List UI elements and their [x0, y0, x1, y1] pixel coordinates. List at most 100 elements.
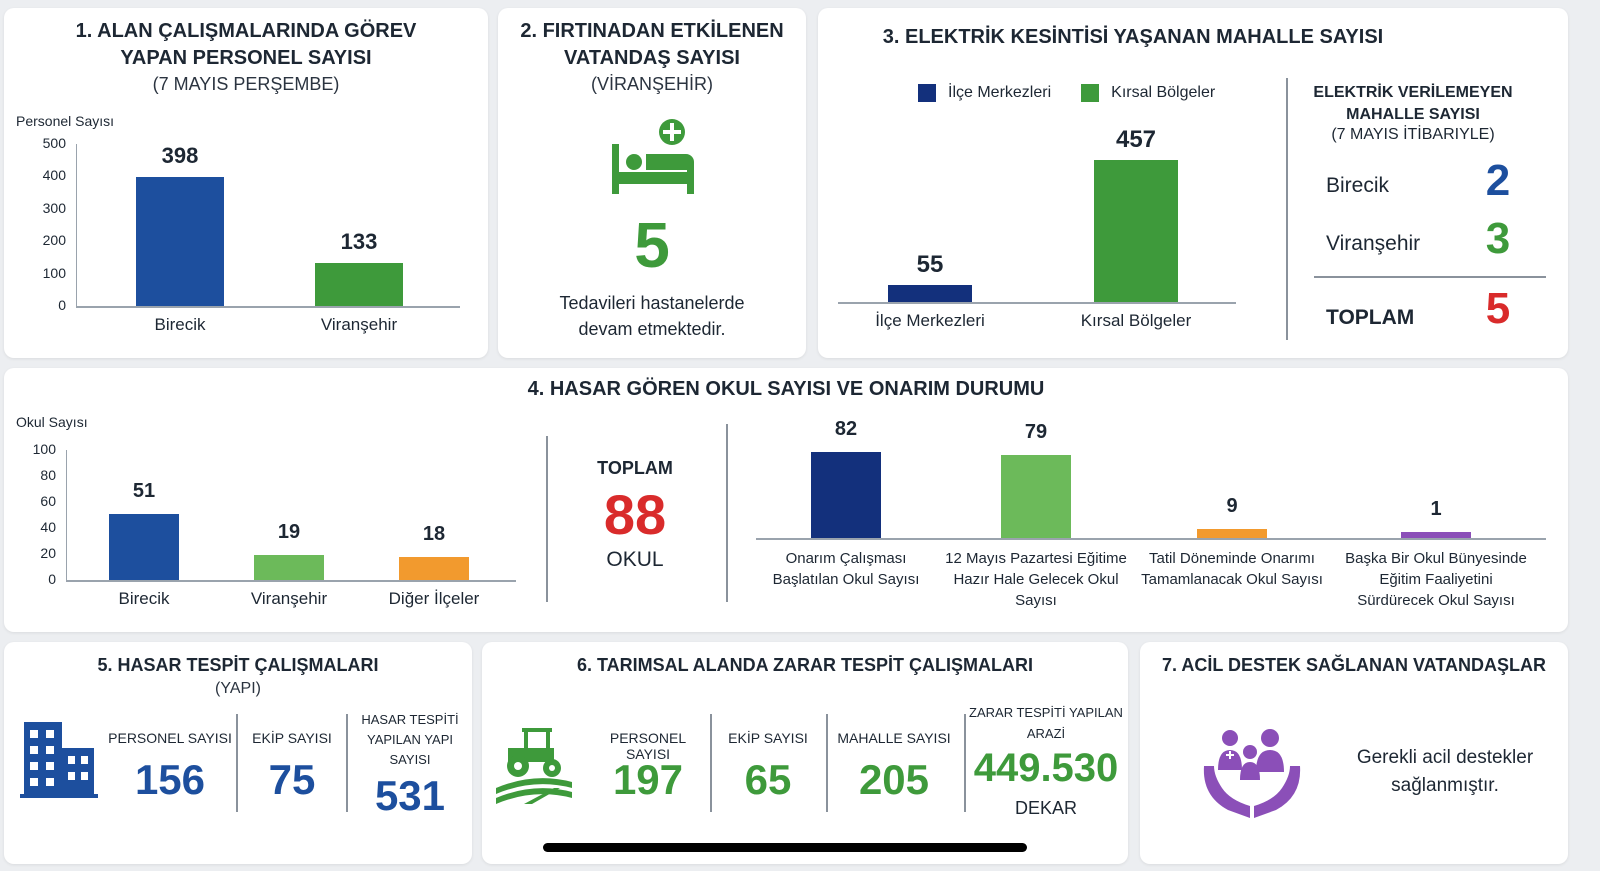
legend: İlçe Merkezleri Kırsal Bölgeler — [918, 84, 1215, 102]
hospital-bed-icon — [610, 118, 696, 203]
panel-power-outage: 3. ELEKTRİK KESİNTİSİ YAŞANAN MAHALLE SA… — [818, 8, 1568, 358]
y-tick-label: 0 — [58, 297, 66, 313]
support-description: Gerekli acil destekler sağlanmıştır. — [1356, 747, 1534, 796]
stat-teams-label: EKİP SAYISI — [728, 730, 808, 746]
y-axis — [76, 144, 77, 306]
bar — [811, 452, 881, 538]
divider — [710, 714, 712, 812]
bar-value-label: 82 — [834, 418, 858, 441]
side-subtitle: (7 MAYIS İTİBARIYLE) — [1331, 126, 1495, 143]
panel-title: 6. TARIMSAL ALANDA ZARAR TESPİT ÇALIŞMAL… — [577, 655, 1033, 675]
stat-neighborhoods-label: MAHALLE SAYISI — [837, 730, 951, 746]
y-tick-label: 100 — [32, 441, 56, 457]
y-axis — [66, 450, 67, 580]
legend-swatch-district-centers — [918, 84, 936, 102]
panel-personnel: 1. ALAN ÇALIŞMALARINDA GÖREV YAPAN PERSO… — [4, 8, 488, 358]
power-outage-chart: 55 İlçe Merkezleri 457 Kırsal Bölgeler — [818, 8, 1278, 358]
bar-value-label: 51 — [132, 479, 156, 502]
stat-neighborhoods-value: 205 — [858, 756, 930, 803]
side-row-birecik-value: 2 — [1485, 156, 1511, 205]
category-label: 12 Mayıs Pazartesi Eğitime Hazır Hale Ge… — [945, 550, 1127, 609]
panel-affected-citizens: 2. FIRTINADAN ETKİLENEN VATANDAŞ SAYISI … — [498, 8, 806, 358]
panel-emergency-support: 7. ACİL DESTEK SAĞLANAN VATANDAŞLAR Gere… — [1140, 642, 1568, 864]
stat-personnel-value: 156 — [134, 756, 206, 803]
panel-title: 1. ALAN ÇALIŞMALARINDA GÖREV YAPAN PERSO… — [75, 20, 417, 69]
bar-value-label: 133 — [340, 228, 378, 254]
category-label: Başka Bir Okul Bünyesinde Eğitim Faaliye… — [1345, 550, 1527, 609]
category-label: Viranşehir — [320, 315, 398, 334]
bar-value-label: 55 — [916, 250, 944, 278]
stat-personnel-label: PERSONEL SAYISI — [108, 730, 232, 746]
panel-subtitle: (VİRANŞEHİR) — [590, 74, 713, 94]
panel-subtitle: (YAPI) — [215, 680, 261, 697]
category-label: Birecik — [118, 589, 170, 608]
home-indicator[interactable] — [543, 843, 1027, 852]
family-care-icon — [1200, 726, 1304, 827]
bar-value-label: 398 — [161, 143, 199, 169]
bar-value-label: 1 — [1430, 498, 1442, 520]
divider — [546, 436, 548, 602]
bar — [315, 262, 403, 306]
y-tick-label: 200 — [42, 232, 66, 249]
y-tick-label: 0 — [48, 571, 56, 587]
divider — [346, 714, 348, 812]
panel-title: 2. FIRTINADAN ETKİLENEN VATANDAŞ SAYISI — [520, 20, 784, 69]
bar-value-label: 79 — [1024, 421, 1048, 444]
stat-personnel-value: 197 — [612, 756, 684, 803]
personnel-chart: 0 100 200 300 400 500 398 Birecik 133 Viranşehir — [4, 8, 488, 358]
stat-land-label: ZARAR TESPİTİ YAPILAN ARAZİ — [969, 705, 1123, 741]
legend-label-district-centers: İlçe Merkezleri — [948, 84, 1052, 101]
stat-land-value: 449.530 — [973, 746, 1119, 790]
y-tick-label: 20 — [40, 545, 56, 561]
x-axis — [66, 580, 516, 582]
side-title: ELEKTRİK VERİLEMEYEN MAHALLE SAYISI — [1313, 84, 1513, 123]
damaged-schools-chart: 0 20 40 60 80 100 51 Birecik 19 Viranşehir 18 Diğer… — [4, 368, 534, 632]
y-tick-label: 80 — [40, 467, 56, 483]
panel-agricultural-damage: 6. TARIMSAL ALANDA ZARAR TESPİT ÇALIŞMAL… — [482, 642, 1128, 864]
panel-title: 3. ELEKTRİK KESİNTİSİ YAŞANAN MAHALLE SA… — [882, 26, 1384, 48]
bar — [254, 555, 324, 580]
bar-value-label: 18 — [422, 522, 446, 545]
category-label: İlçe Merkezleri — [875, 311, 985, 330]
affected-count: 5 — [634, 209, 670, 281]
divider — [964, 714, 966, 812]
side-row-viransehir-label: Viranşehir — [1326, 232, 1421, 255]
divider — [726, 424, 728, 602]
total-value: 88 — [603, 483, 667, 546]
stat-buildings-value: 531 — [374, 772, 446, 819]
stat-teams-value: 75 — [268, 756, 316, 803]
repair-status-chart: 82 Onarım Çalışması Başlatılan Okul Sayıs… — [4, 368, 1568, 632]
affected-description: Tedavileri hastanelerde devam etmektedir… — [559, 293, 745, 339]
building-icon — [18, 718, 100, 805]
total-unit: OKUL — [606, 548, 664, 571]
bar — [888, 284, 972, 302]
y-axis-label: Okul Sayısı — [16, 414, 88, 430]
panel-title: 5. HASAR TESPİT ÇALIŞMALARI — [97, 655, 379, 675]
divider — [1286, 78, 1288, 340]
bar — [1094, 160, 1178, 302]
stat-personnel-label: PERSONEL SAYISI — [609, 730, 687, 762]
bar-value-label: 19 — [277, 521, 301, 544]
y-axis-label: Personel Sayısı — [16, 113, 115, 129]
side-divider — [1314, 276, 1546, 278]
bar — [136, 177, 224, 306]
side-row-viransehir-value: 3 — [1485, 214, 1511, 263]
tractor-icon — [494, 726, 574, 811]
total-label: TOPLAM — [597, 458, 673, 478]
stat-teams-value: 65 — [744, 756, 792, 803]
bar — [1197, 528, 1267, 538]
divider — [826, 714, 828, 812]
panel-title: 4. HASAR GÖREN OKUL SAYISI VE ONARIM DUR… — [527, 378, 1045, 400]
bar — [1401, 532, 1471, 538]
legend-label-rural: Kırsal Bölgeler — [1111, 84, 1216, 101]
legend-swatch-rural — [1081, 84, 1100, 102]
x-axis — [76, 306, 460, 308]
bar-value-label: 9 — [1226, 494, 1238, 517]
bar — [1001, 455, 1071, 538]
bar — [399, 556, 469, 580]
side-total-value: 5 — [1485, 284, 1511, 333]
stat-teams-label: EKİP SAYISI — [252, 730, 332, 746]
panel-schools: 4. HASAR GÖREN OKUL SAYISI VE ONARIM DUR… — [4, 368, 1568, 632]
y-tick-label: 40 — [40, 519, 56, 535]
side-row-birecik-label: Birecik — [1326, 174, 1390, 197]
